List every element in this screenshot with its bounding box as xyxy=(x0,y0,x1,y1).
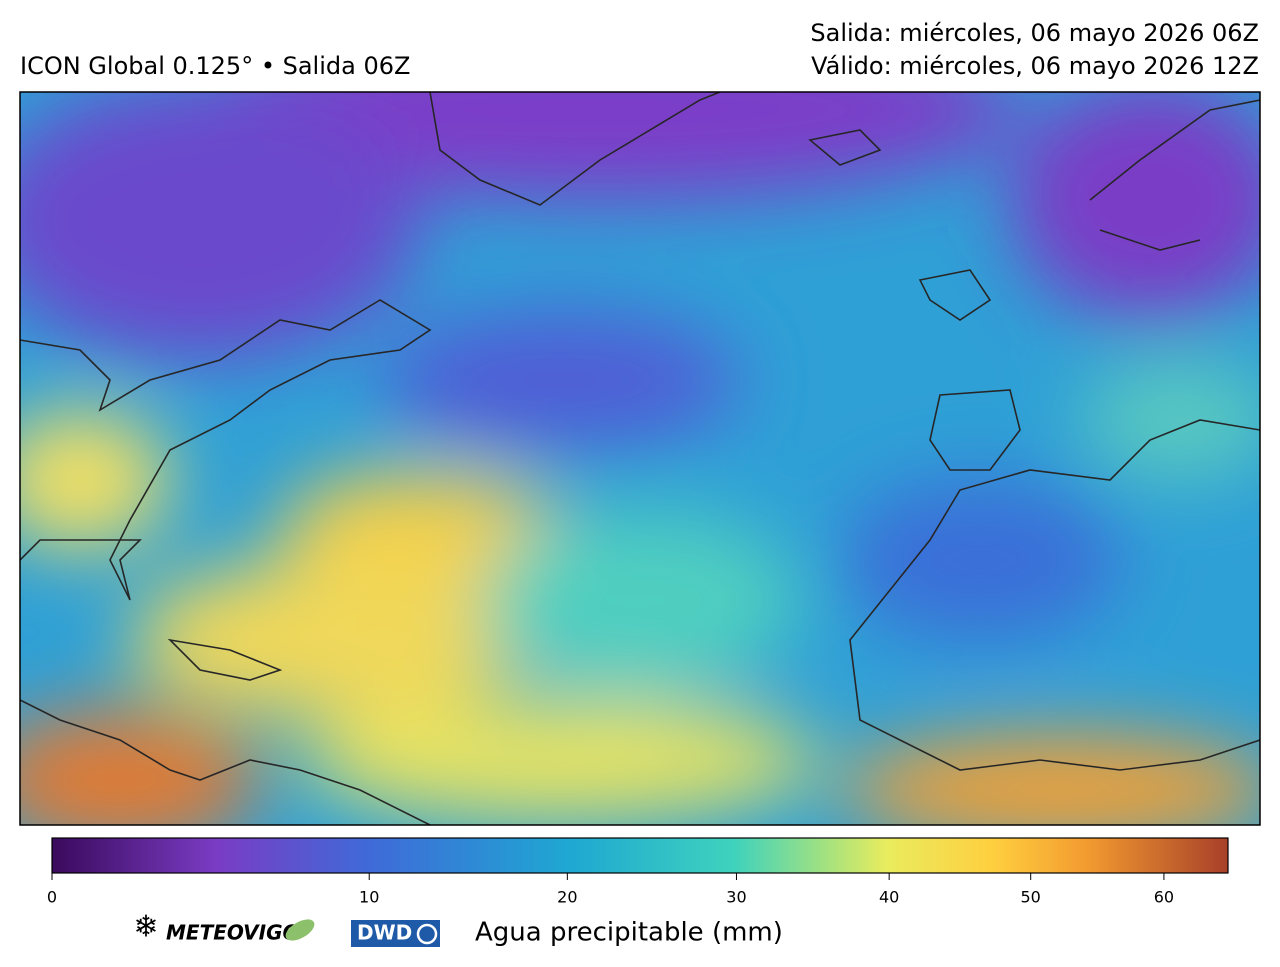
colorbar-tick-label: 0 xyxy=(47,888,57,907)
colorbar-tick-label: 40 xyxy=(879,888,899,907)
colorbar-tick-label: 10 xyxy=(359,888,379,907)
title: ICON Global 0.125° • Salida 06Z xyxy=(20,52,410,80)
leaf-icon xyxy=(285,919,315,941)
map xyxy=(20,92,1260,825)
dwd-swirl xyxy=(416,923,438,945)
run-time: Salida: miércoles, 06 mayo 2026 06Z xyxy=(810,19,1259,47)
valid-time: Válido: miércoles, 06 mayo 2026 12Z xyxy=(811,52,1259,80)
snowflake-icon: ❄ xyxy=(133,910,158,945)
colorbar-tick-label: 20 xyxy=(557,888,577,907)
colorbar-ticks: 0 10 20 30 40 50 60 xyxy=(47,873,1174,907)
dwd-logo: DWD xyxy=(357,921,412,945)
map-frame xyxy=(19,91,1261,826)
colorbar-tick-label: 30 xyxy=(726,888,746,907)
colorbar-label: Agua precipitable (mm) xyxy=(475,918,783,948)
colorbar-tick-label: 60 xyxy=(1154,888,1174,907)
colorbar-tick-label: 50 xyxy=(1021,888,1041,907)
colorbar xyxy=(51,837,1229,874)
meteovigo-logo: METEOVIGO xyxy=(166,921,300,945)
